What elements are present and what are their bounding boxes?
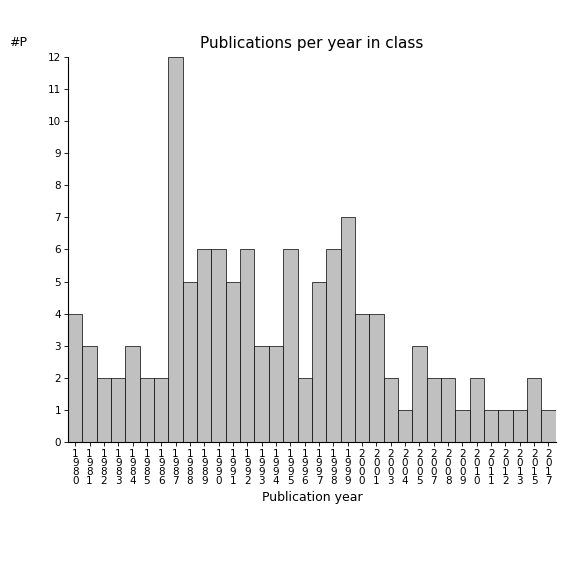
Bar: [412, 346, 426, 442]
Bar: [183, 282, 197, 442]
Bar: [240, 249, 255, 442]
Bar: [383, 378, 398, 442]
Bar: [168, 57, 183, 442]
Bar: [125, 346, 139, 442]
Bar: [312, 282, 326, 442]
Bar: [455, 410, 469, 442]
Bar: [226, 282, 240, 442]
Bar: [341, 217, 355, 442]
Bar: [283, 249, 298, 442]
Bar: [398, 410, 412, 442]
Bar: [441, 378, 455, 442]
Bar: [82, 346, 97, 442]
Bar: [426, 378, 441, 442]
Bar: [111, 378, 125, 442]
X-axis label: Publication year: Publication year: [261, 491, 362, 504]
Bar: [484, 410, 498, 442]
Bar: [255, 346, 269, 442]
Bar: [154, 378, 168, 442]
Bar: [369, 314, 383, 442]
Bar: [197, 249, 211, 442]
Bar: [527, 378, 541, 442]
Bar: [355, 314, 369, 442]
Bar: [68, 314, 82, 442]
Bar: [139, 378, 154, 442]
Bar: [541, 410, 556, 442]
Title: Publications per year in class: Publications per year in class: [200, 36, 424, 52]
Bar: [469, 378, 484, 442]
Bar: [298, 378, 312, 442]
Text: #P: #P: [10, 36, 28, 49]
Bar: [269, 346, 283, 442]
Bar: [498, 410, 513, 442]
Bar: [211, 249, 226, 442]
Bar: [97, 378, 111, 442]
Bar: [326, 249, 341, 442]
Bar: [513, 410, 527, 442]
